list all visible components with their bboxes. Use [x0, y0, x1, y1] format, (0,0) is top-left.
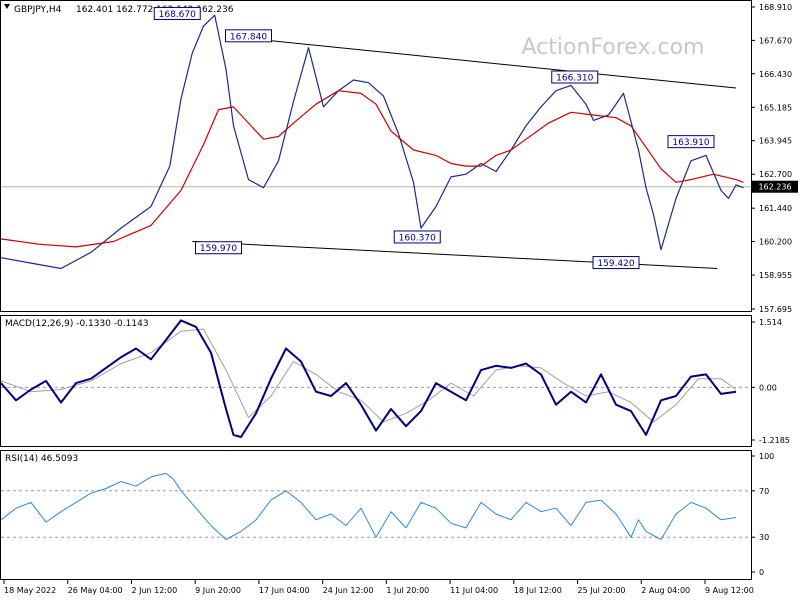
x-tick-label: 26 May 04:00	[68, 586, 123, 595]
price-tick-label: 165.185	[759, 103, 792, 112]
x-axis: 18 May 2022 26 May 04:00 2 Jun 12:00 9 Jun …	[3, 580, 754, 595]
annotation-box	[667, 135, 715, 149]
annotation-label: 166.310	[556, 74, 593, 84]
price-series	[0, 14, 744, 270]
x-tick-label: 17 Jun 04:00	[259, 586, 310, 595]
rsi-line	[0, 472, 737, 540]
annotation-label: 167.840	[230, 32, 267, 42]
price-tick-label: 162.700	[759, 170, 792, 179]
price-tick-label: 168.910	[759, 3, 792, 12]
annotation-label: 159.970	[200, 244, 237, 254]
annotation-label: 159.420	[597, 259, 634, 269]
moving-average-line	[0, 90, 744, 248]
macd-line	[0, 319, 737, 438]
macd-y-axis: 1.514 0.00 -1.2185	[1, 318, 790, 445]
header-triangle-icon	[4, 4, 10, 9]
x-tick-label: 1 Jul 20:00	[386, 586, 429, 595]
price-tick-label: 167.670	[759, 36, 792, 45]
price-tick-label: 163.945	[759, 137, 792, 146]
price-tick-label: 157.695	[759, 305, 792, 314]
price-tick-label: 158.955	[759, 271, 792, 280]
current-price-marker: 162.236	[752, 180, 798, 193]
macd-tick-label: 0.00	[759, 383, 777, 392]
macd-signal-line	[0, 328, 737, 423]
x-tick-label: 9 Aug 12:00	[705, 586, 754, 595]
x-tick-label: 24 Jun 12:00	[323, 586, 374, 595]
x-tick-label: 2 Jun 12:00	[131, 586, 177, 595]
watermark: ActionForex.com	[522, 35, 705, 60]
x-tick-label: 18 May 2022	[4, 586, 56, 595]
symbol-label: GBPJPY,H4	[14, 5, 62, 15]
price-y-axis: 168.910 167.670 166.430 165.185 163.945 162.7…	[751, 3, 792, 314]
price-tick-label: 161.440	[759, 204, 792, 213]
x-tick-label: 11 Jul 04:00	[450, 586, 498, 595]
macd-title: MACD(12,26,9) -0.1330 -0.1143	[5, 319, 149, 329]
rsi-tick-label: 0	[759, 568, 764, 577]
rsi-tick-label: 100	[759, 452, 774, 461]
x-tick-label: 9 Jun 20:00	[195, 586, 241, 595]
rsi-tick-label: 70	[759, 487, 769, 496]
annotation-box	[592, 256, 640, 270]
x-tick-label: 25 Jul 20:00	[578, 586, 626, 595]
annotation-box	[153, 6, 201, 20]
price-line	[0, 14, 744, 270]
rsi-y-axis: 100 70 30 0	[751, 452, 774, 577]
current-price-label: 162.236	[758, 183, 791, 192]
x-tick-label: 2 Aug 04:00	[641, 586, 690, 595]
current-price-box	[752, 180, 798, 193]
annotation-label: 168.670	[159, 10, 196, 20]
macd-tick-label: -1.2185	[759, 436, 790, 445]
macd-series	[0, 319, 737, 438]
trendline	[233, 36, 737, 89]
rsi-title: RSI(14) 46.5093	[5, 454, 78, 464]
annotation-label: 163.910	[672, 138, 709, 148]
price-annotations: 168.670 167.840 166.310 163.910 159.970 160.3…	[153, 6, 715, 270]
annotation-label: 160.370	[399, 233, 436, 243]
annotation-box	[195, 241, 242, 255]
macd-tick-label: 1.514	[759, 318, 782, 327]
price-tick-label: 166.430	[759, 70, 792, 79]
price-panel-frame	[0, 0, 752, 312]
price-tick-label: 160.200	[759, 238, 792, 247]
annotation-box	[225, 29, 272, 43]
rsi-tick-label: 30	[759, 533, 769, 542]
macd-panel-frame	[0, 315, 752, 447]
annotation-box	[393, 230, 441, 244]
rsi-panel-frame	[0, 450, 752, 580]
annotation-box	[551, 70, 599, 84]
rsi-series	[0, 472, 737, 540]
x-tick-label: 18 Jul 12:00	[514, 586, 562, 595]
